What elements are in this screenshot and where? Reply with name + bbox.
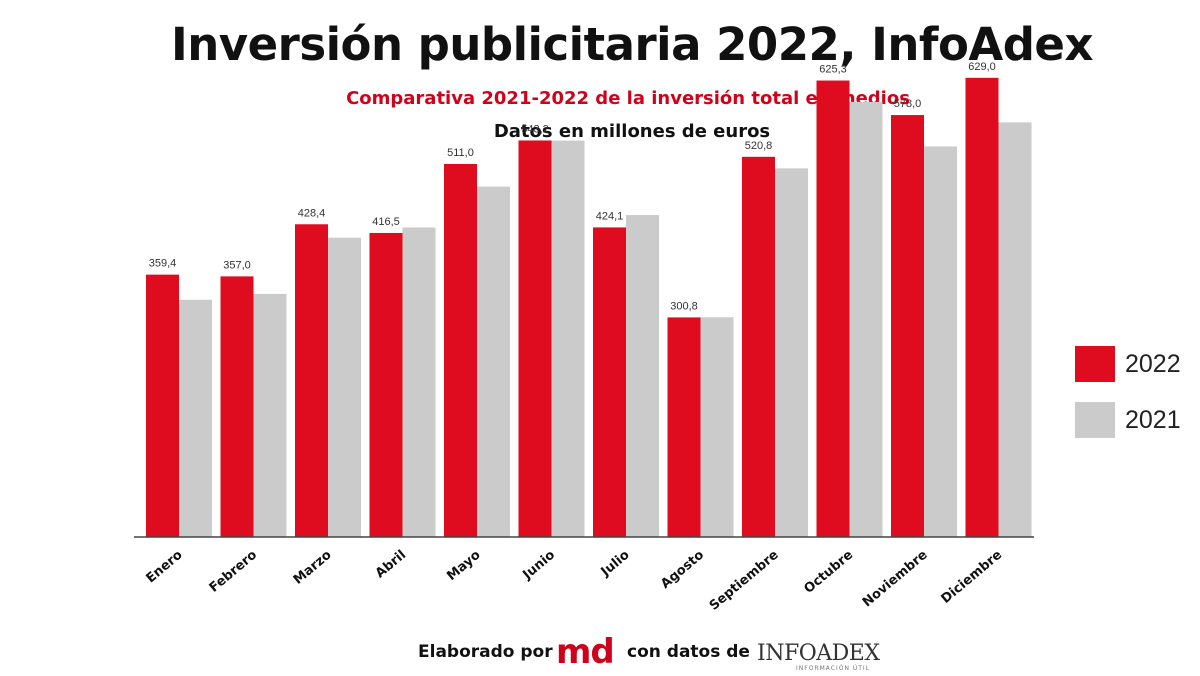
bar-2022-julio	[593, 227, 626, 538]
x-tick-label-junio: Junio	[520, 548, 559, 584]
x-tick-label-diciembre: Diciembre	[939, 547, 1006, 606]
x-tick-label-julio: Julio	[598, 548, 633, 581]
bar-2022-agosto	[667, 317, 701, 537]
chart-title: Inversión publicitaria 2022, InfoAdex	[171, 18, 1093, 71]
data-label-mayo: 511,0	[447, 147, 474, 159]
legend-swatch-2021	[1075, 402, 1115, 438]
legend-item-2021: 2021	[1075, 402, 1195, 438]
x-tick-label-noviembre: Noviembre	[860, 547, 931, 610]
bar-2021-octubre	[849, 101, 883, 538]
bar-2022-diciembre	[965, 77, 999, 537]
bar-2022-junio	[518, 140, 552, 538]
bar-2021-febrero	[253, 293, 287, 537]
data-label-marzo: 428,4	[298, 207, 326, 219]
bar-2021-agosto	[700, 317, 734, 537]
x-tick-label-agosto: Agosto	[658, 548, 707, 592]
infoadex-logo: INFOADEX	[757, 641, 880, 666]
data-label-febrero: 357,0	[223, 259, 251, 271]
bar-2022-mayo	[444, 163, 477, 537]
bar-2021-noviembre	[924, 146, 957, 537]
data-label-abril: 416,5	[372, 216, 400, 228]
data-label-diciembre: 629,0	[968, 61, 996, 73]
x-tick-label-enero: Enero	[144, 548, 186, 587]
legend-item-2022: 2022	[1075, 346, 1195, 382]
footer-middle: con datos de	[627, 642, 750, 662]
data-label-noviembre: 578,0	[894, 98, 922, 110]
bar-2021-diciembre	[998, 122, 1032, 538]
data-label-junio: 543,2	[521, 123, 549, 135]
data-label-agosto: 300,8	[670, 300, 698, 312]
bar-2021-julio	[626, 215, 659, 537]
bar-2022-marzo	[295, 224, 328, 537]
footer: Elaborado por md con datos de INFOADEX I…	[0, 632, 1200, 672]
x-tick-label-mayo: Mayo	[444, 548, 483, 584]
data-label-julio: 424,1	[596, 210, 624, 222]
bar-2021-enero	[179, 299, 212, 537]
data-label-enero: 359,4	[149, 258, 177, 270]
bar-2021-marzo	[328, 237, 361, 537]
x-tick-label-abril: Abril	[373, 548, 409, 582]
bar-2022-abril	[369, 232, 403, 537]
infoadex-tagline: INFORMACIÓN ÚTIL	[796, 665, 871, 672]
legend-label-2021: 2021	[1125, 406, 1181, 434]
md-logo: md	[556, 632, 615, 672]
bar-2021-septiembre	[775, 168, 808, 537]
x-tick-label-marzo: Marzo	[291, 548, 335, 588]
units-note: Datos en millones de euros	[493, 121, 771, 142]
bar-2022-febrero	[220, 276, 254, 537]
chart-subtitle: Comparativa 2021-2022 de la inversión to…	[346, 88, 910, 109]
bar-2022-enero	[146, 274, 179, 537]
x-tick-label-febrero: Febrero	[207, 548, 260, 596]
data-label-septiembre: 520,8	[745, 140, 773, 152]
bar-2021-mayo	[477, 186, 510, 537]
legend-label-2022: 2022	[1125, 350, 1181, 378]
bar-2022-septiembre	[742, 156, 775, 538]
bar-2022-octubre	[816, 80, 850, 537]
x-tick-label-octubre: Octubre	[801, 547, 856, 596]
legend-swatch-2022	[1075, 346, 1115, 382]
bar-2021-junio	[551, 140, 585, 538]
bar-2022-noviembre	[891, 115, 924, 537]
bar-2021-abril	[402, 227, 436, 538]
data-label-octubre: 625,3	[819, 64, 847, 76]
footer-prefix: Elaborado por	[418, 642, 553, 662]
x-tick-label-septiembre: Septiembre	[707, 547, 782, 613]
